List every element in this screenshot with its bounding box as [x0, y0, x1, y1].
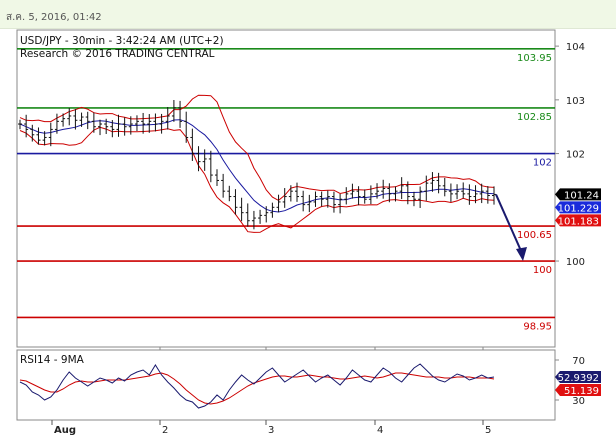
bollinger-bands	[19, 94, 495, 233]
level-label: 100	[533, 265, 552, 276]
price-label-box	[555, 201, 601, 214]
rsi-line	[19, 363, 495, 409]
projection-line	[495, 194, 523, 254]
level-label: 102	[533, 158, 552, 169]
price-bars	[18, 100, 496, 230]
price-tick-label: 100	[566, 257, 585, 268]
price-tick-label: 102	[566, 150, 585, 161]
x-tick-label: Aug	[54, 425, 76, 436]
rsi-title: RSI14 - 9MA	[20, 354, 85, 366]
price-labels: 101.24 101.229 101.183	[555, 188, 601, 227]
chart-subtitle: Research © 2016 TRADING CENTRAL	[20, 48, 215, 60]
x-tick-label: 4	[377, 425, 383, 436]
rsi-labels: 52.9392 51.139	[555, 371, 601, 397]
x-axis-ticks: Aug 2 3 4 5	[51, 347, 491, 436]
rsi-panel	[16, 349, 556, 421]
price-label-text: 101.183	[558, 216, 599, 227]
date-header-bar: ส.ค. 5, 2016, 01:42	[0, 0, 616, 29]
timestamp-label: ส.ค. 5, 2016, 01:42	[6, 12, 102, 23]
level-label: 100.65	[517, 230, 552, 241]
level-label: 102.85	[517, 112, 552, 123]
rsi-ma-line	[19, 372, 495, 405]
price-tick-label: 103	[566, 96, 585, 107]
projection-arrow	[495, 194, 527, 262]
level-label: 98.95	[523, 321, 552, 332]
x-tick-label: 2	[162, 425, 168, 436]
moving-average-line	[19, 119, 495, 213]
price-label-text: 101.24	[564, 190, 599, 201]
price-label-box	[555, 214, 601, 227]
price-panel	[16, 29, 556, 348]
rsi-tick-label: 70	[572, 356, 585, 367]
x-tick-label: 3	[268, 425, 274, 436]
price-tick-label: 104	[566, 42, 585, 53]
rsi-value-box	[555, 371, 601, 384]
rsi-tick-label: 30	[572, 396, 585, 407]
rsi-ma-box	[555, 384, 601, 397]
chart-title: USD/JPY - 30min - 3:42:24 AM (UTC+2)	[20, 35, 224, 47]
rsi-ma-text: 51.139	[564, 386, 599, 397]
rsi-axis-ticks: 70 30	[555, 356, 585, 407]
projection-arrowhead	[516, 247, 527, 262]
support-resistance-levels: 103.95 102.85 102 100.65 100 98.95	[17, 48, 555, 332]
upper-band-line	[19, 94, 495, 201]
level-label: 103.95	[517, 53, 552, 64]
rsi-value-text: 52.9392	[558, 373, 599, 384]
price-axis-ticks: 104103102101100	[555, 42, 585, 268]
lower-band-line	[19, 126, 495, 233]
rsi-lines	[19, 363, 495, 409]
price-label-box	[555, 188, 601, 201]
price-label-text: 101.229	[558, 203, 599, 214]
x-tick-label: 5	[485, 425, 491, 436]
